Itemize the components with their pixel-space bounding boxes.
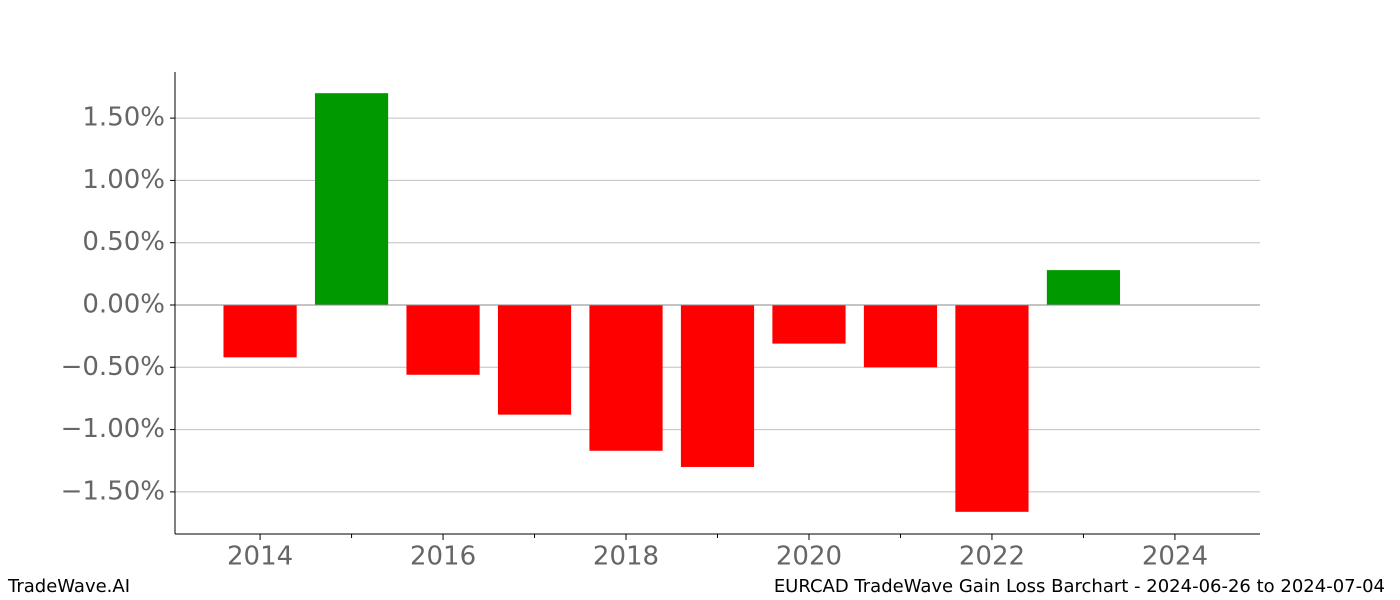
y-tick-label: −0.50%	[61, 352, 165, 382]
y-tick-label: −1.00%	[61, 414, 165, 444]
bar	[406, 304, 480, 375]
bar	[1046, 270, 1121, 305]
bar	[955, 304, 1029, 512]
x-tick-label: 2020	[776, 542, 842, 572]
footer-right: EURCAD TradeWave Gain Loss Barchart - 20…	[774, 576, 1385, 597]
y-tick-label: 0.00%	[82, 289, 165, 319]
x-tick-label: 2016	[410, 542, 476, 572]
bar	[589, 304, 663, 451]
y-tick-label: −1.50%	[61, 476, 165, 506]
x-tick-label: 2014	[227, 542, 293, 572]
bar	[314, 93, 389, 305]
footer-left: TradeWave.AI	[7, 576, 130, 597]
bar	[772, 304, 846, 344]
bar	[223, 304, 297, 358]
x-tick-label: 2022	[959, 542, 1025, 572]
bar	[863, 304, 938, 368]
y-tick-label: 0.50%	[82, 227, 165, 257]
y-tick-label: 1.50%	[82, 103, 165, 133]
y-tick-label: 1.00%	[82, 165, 165, 195]
x-tick-label: 2018	[593, 542, 659, 572]
bar	[497, 304, 572, 415]
bar	[680, 304, 755, 467]
x-tick-label: 2024	[1142, 542, 1208, 572]
